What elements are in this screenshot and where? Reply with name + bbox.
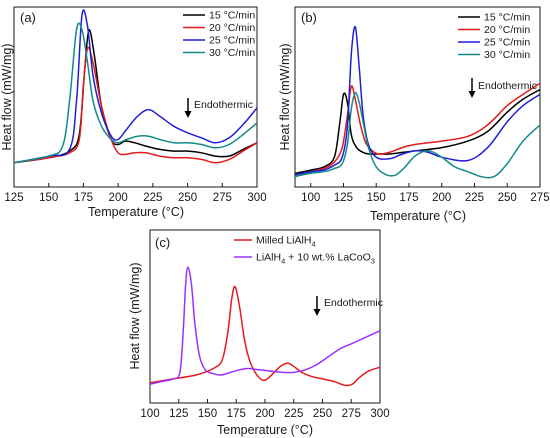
panel-b-endothermic-label: Endothermic xyxy=(478,80,537,92)
panel-b-xtick-label-250: 250 xyxy=(498,192,517,204)
panel-c-xtick-label-150: 150 xyxy=(198,408,217,420)
panel-b-endothermic: Endothermic xyxy=(468,78,537,98)
panel-a-plot-area xyxy=(13,6,258,188)
panel-b-legend-label-2: 25 °C/min xyxy=(484,37,530,49)
panel-b-legend-label-1: 20 °C/min xyxy=(484,24,530,36)
panel-a-xtick-label-225: 225 xyxy=(143,192,162,204)
panel-b-legend-label-3: 30 °C/min xyxy=(484,49,530,61)
panel-c-xtick-label-250: 250 xyxy=(313,408,332,420)
panel-a-xtick-label-200: 200 xyxy=(109,192,128,204)
panel-a-series xyxy=(13,9,258,164)
panel-c-label: (c) xyxy=(155,235,170,250)
panel-c-ylabel: Heat flow (mW/mg) xyxy=(128,263,142,370)
panel-a-xtick-label-250: 250 xyxy=(178,192,197,204)
panel-b-ylabel: Heat flow (mW/mg) xyxy=(278,44,292,151)
panel-a-endothermic-label: Endothermic xyxy=(194,99,253,111)
panel-b-xtick-label-175: 175 xyxy=(399,192,418,204)
panel-b-xtick-label-150: 150 xyxy=(367,192,386,204)
panel-c-xtick-label-300: 300 xyxy=(370,408,389,420)
panel-a-legend-label-0: 15 °C/min xyxy=(209,10,255,22)
panel-a-xlabel: Temperature (°C) xyxy=(88,205,184,219)
panel-c-legend-label-1: LiAlH4 + 10 wt.% LaCoO3 xyxy=(256,252,375,266)
panel-a-ticks: 125 150 175 200 225 250 275 300 xyxy=(4,183,267,204)
panel-b-series-line-2 xyxy=(294,25,541,176)
panel-c-series-line-0 xyxy=(149,285,381,387)
panel-a-legend-label-2: 25 °C/min xyxy=(209,35,255,47)
panel-b-plot-area xyxy=(294,6,541,188)
panel-c-xlabel: Temperature (°C) xyxy=(217,423,313,437)
panel-c-xtick-label-100: 100 xyxy=(140,408,159,420)
panel-b-xlabel: Temperature (°C) xyxy=(370,209,466,223)
panel-b-legend-label-0: 15 °C/min xyxy=(484,12,530,24)
panel-a-ylabel: Heat flow (mW/mg) xyxy=(0,44,14,151)
panel-c-endothermic: Endothermic xyxy=(313,296,383,316)
panel-b-endothermic-arrowhead xyxy=(468,91,476,98)
panel-a-xtick-label-275: 275 xyxy=(213,192,232,204)
panel-c-endothermic-arrowhead xyxy=(313,309,321,316)
panel-c-endothermic-label: Endothermic xyxy=(324,297,383,309)
panel-b-xtick-label-125: 125 xyxy=(334,192,353,204)
panel-c-series-line-1 xyxy=(149,266,381,385)
panel-a-legend-label-1: 20 °C/min xyxy=(209,22,255,34)
panel-b: (b) Heat flow (mW/mg) Temperature (°C) 1… xyxy=(278,6,550,223)
panel-c-xtick-label-125: 125 xyxy=(169,408,188,420)
panel-b-series xyxy=(294,25,541,179)
panel-a-xtick-label-175: 175 xyxy=(74,192,93,204)
panel-b-label: (b) xyxy=(301,10,317,25)
panel-a-endothermic: Endothermic xyxy=(184,98,253,118)
panel-c-legend-label-0: Milled LiAlH4 xyxy=(256,235,316,249)
panel-c-series xyxy=(149,266,381,387)
panel-a: (a) Heat flow (mW/mg) Temperature (°C) 1… xyxy=(0,6,267,219)
panel-c-xtick-label-175: 175 xyxy=(227,408,246,420)
panel-c-xtick-label-275: 275 xyxy=(342,408,361,420)
panel-a-series-line-3 xyxy=(13,22,258,164)
panel-b-xtick-label-275: 275 xyxy=(530,192,549,204)
panel-c-ticks: 100 125 150 175 200 225 250 275 300 xyxy=(140,399,390,420)
panel-c: (c) Heat flow (mW/mg) Temperature (°C) 1… xyxy=(128,229,390,437)
panel-b-series-line-0 xyxy=(294,88,541,175)
panel-b-xtick-label-100: 100 xyxy=(301,192,320,204)
panel-a-xtick-label-300: 300 xyxy=(247,192,266,204)
panel-b-xtick-label-200: 200 xyxy=(432,192,451,204)
panel-a-legend-label-3: 30 °C/min xyxy=(209,47,255,59)
panel-a-series-line-2 xyxy=(13,9,258,164)
panel-a-xtick-label-150: 150 xyxy=(39,192,58,204)
panel-b-series-line-1 xyxy=(294,82,541,176)
panel-a-series-line-1 xyxy=(13,46,258,164)
panel-a-xtick-label-125: 125 xyxy=(4,192,23,204)
panel-b-ticks: 100 125 150 175 200 225 250 275 xyxy=(301,183,550,204)
panel-b-series-line-3 xyxy=(294,91,541,179)
panel-c-xtick-label-200: 200 xyxy=(255,408,274,420)
panel-c-legend: Milled LiAlH4 LiAlH4 + 10 wt.% LaCoO3 xyxy=(234,235,375,266)
panel-a-endothermic-arrowhead xyxy=(184,111,192,118)
panel-a-label: (a) xyxy=(20,10,36,25)
panel-b-xtick-label-225: 225 xyxy=(465,192,484,204)
panel-c-xtick-label-225: 225 xyxy=(284,408,303,420)
